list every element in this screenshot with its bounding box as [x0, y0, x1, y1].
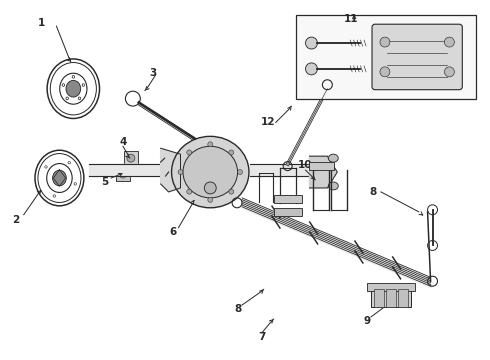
Bar [309, 162, 334, 170]
Text: 2: 2 [12, 215, 20, 225]
Text: 8: 8 [234, 304, 242, 314]
Ellipse shape [328, 182, 338, 190]
Bar [374, 289, 384, 307]
Bar [386, 289, 396, 307]
Text: 8: 8 [369, 187, 377, 197]
Circle shape [306, 37, 318, 49]
Bar [274, 195, 301, 203]
Circle shape [380, 37, 390, 47]
Circle shape [306, 63, 318, 75]
Ellipse shape [52, 170, 66, 186]
Ellipse shape [66, 80, 81, 97]
Text: 12: 12 [261, 117, 275, 127]
Circle shape [229, 189, 234, 194]
Circle shape [187, 189, 192, 194]
Circle shape [444, 37, 454, 47]
Bar [124, 151, 138, 165]
Text: 1: 1 [38, 18, 45, 28]
Bar [367, 283, 415, 291]
Circle shape [229, 150, 234, 155]
Circle shape [119, 170, 127, 178]
Circle shape [187, 150, 192, 155]
Bar [398, 289, 408, 307]
Circle shape [127, 154, 135, 162]
Ellipse shape [172, 136, 249, 208]
Circle shape [204, 182, 216, 194]
Polygon shape [161, 148, 180, 192]
Text: 9: 9 [364, 316, 370, 326]
Text: 11: 11 [344, 14, 358, 24]
FancyBboxPatch shape [372, 24, 462, 90]
Text: 7: 7 [258, 332, 266, 342]
Text: 4: 4 [119, 137, 126, 147]
Text: 3: 3 [149, 68, 156, 78]
Bar [274, 208, 301, 216]
Bar [295, 15, 476, 99]
Circle shape [380, 67, 390, 77]
Text: 10: 10 [298, 160, 313, 170]
Text: 6: 6 [169, 226, 176, 237]
Text: 5: 5 [101, 177, 109, 187]
Circle shape [238, 170, 243, 175]
Circle shape [444, 67, 454, 77]
Circle shape [178, 170, 183, 175]
Bar [371, 289, 411, 307]
Circle shape [208, 197, 213, 202]
Bar [116, 167, 130, 181]
Circle shape [208, 142, 213, 147]
Polygon shape [310, 156, 337, 188]
Ellipse shape [183, 146, 238, 198]
Ellipse shape [328, 154, 338, 162]
